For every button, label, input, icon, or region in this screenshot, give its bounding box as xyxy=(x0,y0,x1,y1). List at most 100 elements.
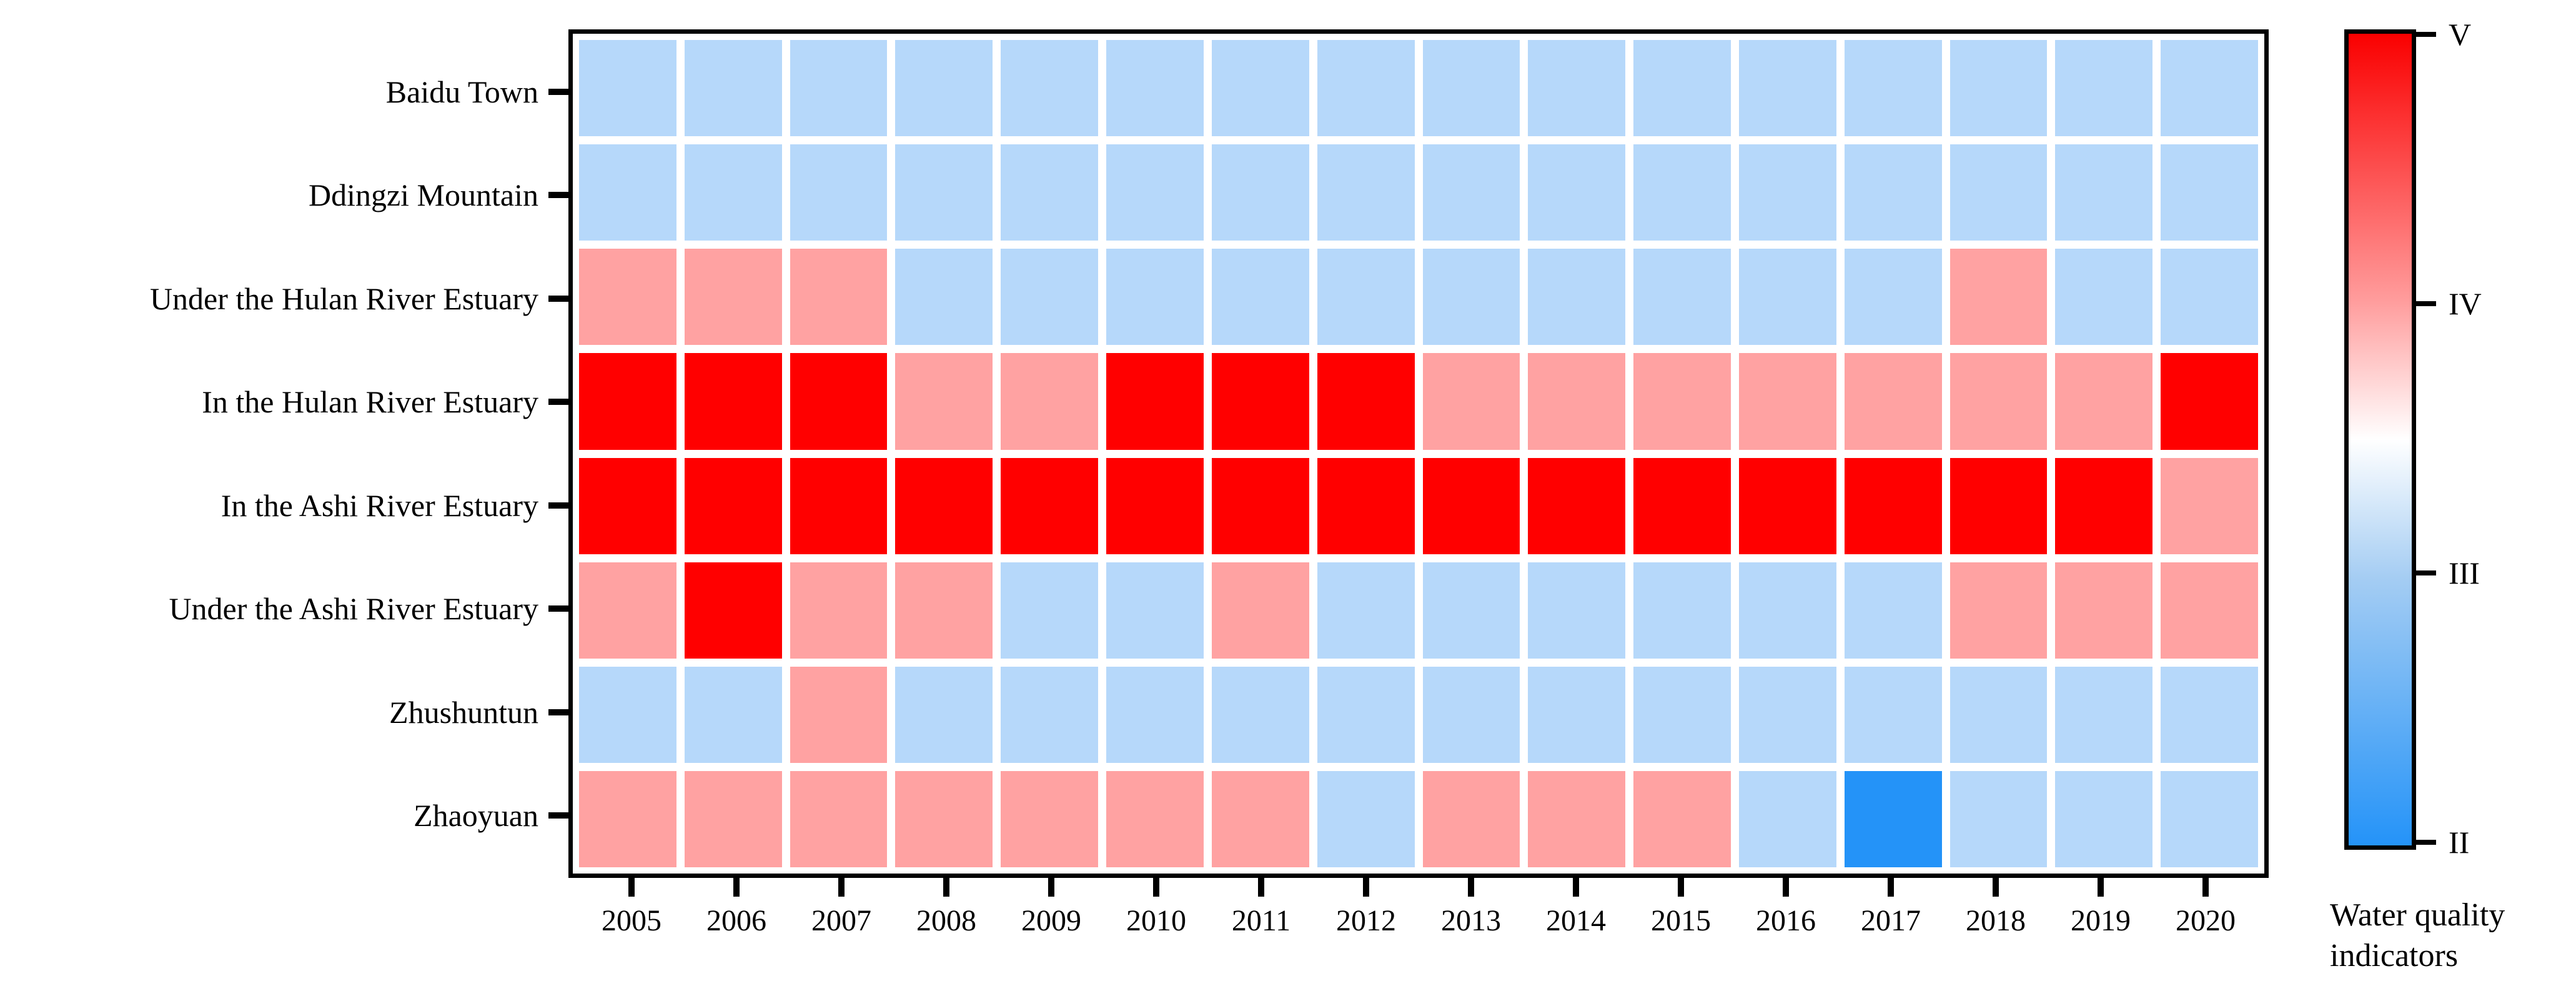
heatmap-cell xyxy=(1317,40,1415,137)
heatmap-cell xyxy=(1211,40,1309,137)
y-axis-tick xyxy=(548,605,568,612)
heatmap-cell xyxy=(1738,353,1836,450)
heatmap-cell xyxy=(1949,353,2048,450)
heatmap-cell xyxy=(1422,457,1520,554)
y-axis-label: Under the Hulan River Estuary xyxy=(149,281,538,316)
heatmap-cell xyxy=(1844,249,1942,346)
x-axis-label: 2019 xyxy=(2071,904,2131,937)
heatmap-cell xyxy=(1738,562,1836,659)
heatmap-cell xyxy=(1211,562,1309,659)
x-axis-label: 2009 xyxy=(1021,904,1081,937)
heatmap-cell xyxy=(1106,249,1204,346)
heatmap-cell xyxy=(1317,666,1415,763)
heatmap-cell xyxy=(1422,144,1520,241)
x-axis-tick xyxy=(838,878,845,897)
heatmap-cell xyxy=(895,770,993,867)
heatmap-cell xyxy=(1738,144,1836,241)
heatmap-cell xyxy=(1211,353,1309,450)
y-axis-tick xyxy=(548,295,568,302)
heatmap-plot-area xyxy=(568,29,2269,878)
y-axis-tick xyxy=(548,88,568,95)
heatmap-cell xyxy=(2161,40,2258,137)
heatmap-cell xyxy=(2161,770,2258,867)
heatmap-cell xyxy=(1317,770,1415,867)
heatmap-cell xyxy=(790,666,888,763)
heatmap-cell xyxy=(1844,562,1942,659)
heatmap-cell xyxy=(1001,770,1099,867)
heatmap-cell xyxy=(1211,249,1309,346)
heatmap-cell xyxy=(1211,666,1309,763)
heatmap-cell xyxy=(2055,770,2153,867)
heatmap-cell xyxy=(1844,144,1942,241)
colorbar-tick-label: III xyxy=(2449,555,2480,590)
heatmap-cell xyxy=(1106,770,1204,867)
heatmap-cell xyxy=(579,770,676,867)
x-axis-tick xyxy=(1363,878,1369,897)
heatmap-cell xyxy=(1633,770,1731,867)
heatmap-cell xyxy=(2055,457,2153,554)
heatmap-cell xyxy=(1949,457,2048,554)
x-axis-label: 2013 xyxy=(1441,904,1501,937)
x-axis-label: 2018 xyxy=(1966,904,2026,937)
heatmap-cell xyxy=(1001,353,1099,450)
heatmap-cell xyxy=(684,249,782,346)
x-axis-label: 2014 xyxy=(1546,904,1606,937)
heatmap-cell xyxy=(684,353,782,450)
heatmap-cell xyxy=(895,353,993,450)
heatmap-cell xyxy=(790,457,888,554)
heatmap-cell xyxy=(2055,562,2153,659)
y-axis-tick xyxy=(548,502,568,509)
y-axis-tick xyxy=(548,812,568,819)
heatmap-cell xyxy=(684,457,782,554)
x-axis-label: 2010 xyxy=(1126,904,1186,937)
heatmap-cell xyxy=(1738,249,1836,346)
heatmap-cell xyxy=(895,562,993,659)
heatmap-cell xyxy=(2161,353,2258,450)
heatmap-cell xyxy=(2161,457,2258,554)
colorbar-tick-label: II xyxy=(2449,825,2470,860)
heatmap-cell xyxy=(2161,144,2258,241)
heatmap-cell xyxy=(1949,770,2048,867)
heatmap-cell xyxy=(2055,40,2153,137)
x-axis-labels: 2005 2006 2007 2008 2009 2010 2011 2012 2013 2014… xyxy=(568,904,2269,954)
heatmap-cell xyxy=(1001,562,1099,659)
heatmap-cell xyxy=(1844,40,1942,137)
y-axis-label: Zhaoyuan xyxy=(414,798,538,834)
y-axis-label: Zhushuntun xyxy=(389,694,538,730)
heatmap-cell xyxy=(1844,770,1942,867)
heatmap-cell xyxy=(579,353,676,450)
heatmap-cell xyxy=(579,562,676,659)
heatmap-cell xyxy=(1106,666,1204,763)
x-axis-label: 2016 xyxy=(1756,904,1816,937)
x-axis-label: 2017 xyxy=(1861,904,1921,937)
heatmap-cell xyxy=(790,40,888,137)
x-axis-tick xyxy=(1468,878,1474,897)
x-axis-tick xyxy=(2098,878,2104,897)
heatmap-cell xyxy=(1001,666,1099,763)
heatmap-cell xyxy=(790,562,888,659)
heatmap-cell xyxy=(579,249,676,346)
heatmap-cell xyxy=(1844,353,1942,450)
colorbar-gradient xyxy=(2344,29,2416,850)
heatmap-cell xyxy=(1317,353,1415,450)
x-axis-label: 2020 xyxy=(2176,904,2236,937)
x-axis-label: 2015 xyxy=(1651,904,1711,937)
heatmap-cell xyxy=(1422,770,1520,867)
heatmap-cell xyxy=(1633,40,1731,137)
y-axis-label: Ddingzi Mountain xyxy=(308,177,538,213)
heatmap-cell xyxy=(1844,457,1942,554)
heatmap-cell xyxy=(1738,457,1836,554)
heatmap-cell xyxy=(1633,249,1731,346)
x-axis-label: 2008 xyxy=(916,904,976,937)
y-axis-label: Under the Ashi River Estuary xyxy=(169,591,538,627)
colorbar-tick xyxy=(2414,32,2436,37)
heatmap-cell xyxy=(2161,249,2258,346)
x-axis-tick xyxy=(733,878,740,897)
heatmap-cell xyxy=(1317,249,1415,346)
heatmap-cell xyxy=(1106,353,1204,450)
y-axis-tick xyxy=(548,192,568,199)
heatmap-cell xyxy=(790,249,888,346)
colorbar-title-line2: indicators xyxy=(2330,938,2459,974)
heatmap-cell xyxy=(1949,562,2048,659)
